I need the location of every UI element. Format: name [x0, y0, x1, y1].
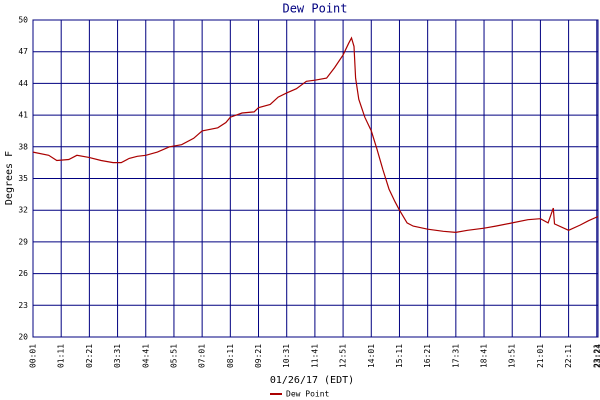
x-tick-label: 22:11 — [564, 344, 573, 368]
x-tick-label: 23:21 — [592, 344, 600, 368]
x-tick-label: 09:21 — [254, 344, 263, 368]
y-tick-label: 35 — [18, 174, 28, 183]
legend-label: Dew Point — [286, 390, 330, 399]
y-tick-label: 20 — [18, 333, 28, 342]
chart-title: Dew Point — [282, 2, 347, 16]
x-tick-label: 04:41 — [141, 344, 150, 368]
x-tick-label: 03:31 — [113, 344, 122, 368]
x-tick-label: 07:01 — [198, 344, 207, 368]
x-tick-label: 12:51 — [339, 344, 348, 368]
x-tick-label: 19:51 — [508, 344, 517, 368]
y-tick-label: 29 — [18, 237, 28, 246]
y-tick-label: 50 — [18, 16, 28, 25]
y-tick-label: 38 — [18, 142, 28, 151]
x-tick-label: 00:01 — [29, 344, 38, 368]
x-tick-label: 21:01 — [536, 344, 545, 368]
y-tick-label: 47 — [18, 47, 28, 56]
x-tick-label: 18:41 — [480, 344, 489, 368]
y-tick-label: 32 — [18, 206, 28, 215]
x-tick-label: 01:11 — [57, 344, 66, 368]
x-tick-label: 05:51 — [169, 344, 178, 368]
x-tick-label: 11:41 — [310, 344, 319, 368]
x-tick-label: 15:11 — [395, 344, 404, 368]
x-tick-label: 10:31 — [282, 344, 291, 368]
x-tick-label: 02:21 — [85, 344, 94, 368]
x-tick-label: 23:24 — [594, 344, 600, 368]
data-line — [32, 36, 599, 234]
y-tick-label: 44 — [18, 79, 28, 88]
y-axis-label: Degrees F — [4, 151, 15, 205]
x-tick-label: 08:11 — [226, 344, 235, 368]
y-tick-label: 26 — [18, 269, 28, 278]
x-axis-label: 01/26/17 (EDT) — [270, 375, 354, 386]
y-tick-label: 41 — [18, 111, 28, 120]
y-tick-label: 23 — [18, 301, 28, 310]
x-tick-label: 17:31 — [451, 344, 460, 368]
x-tick-label: 14:01 — [367, 344, 376, 368]
x-tick-label: 16:21 — [423, 344, 432, 368]
